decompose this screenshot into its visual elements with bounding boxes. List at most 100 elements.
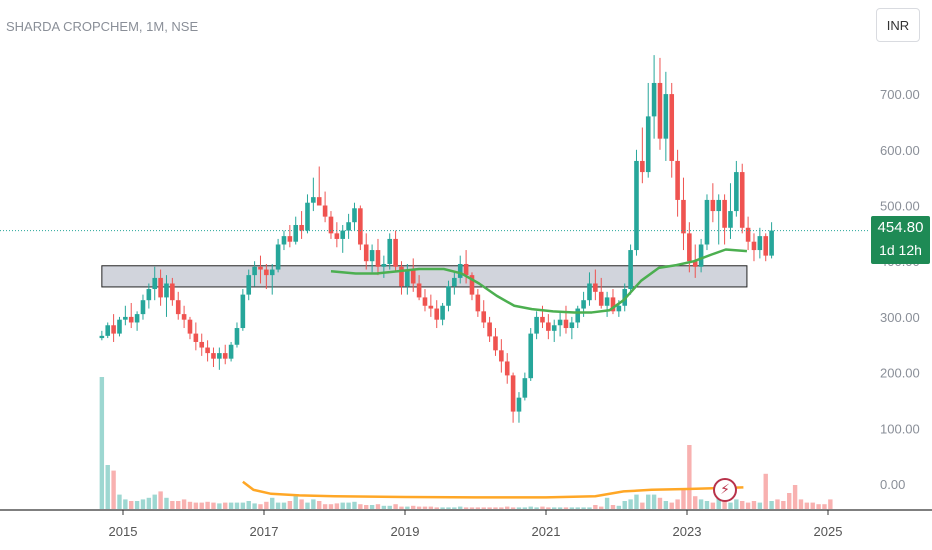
volume-bar [769, 501, 774, 509]
volume-bar [328, 504, 334, 509]
candle [645, 116, 651, 173]
y-tick-label: 200.00 [880, 366, 920, 381]
volume-bar [211, 502, 216, 509]
candle [146, 289, 152, 301]
volume-bar [763, 473, 768, 509]
x-tick-label: 2017 [250, 524, 279, 539]
last-price: 454.80 [877, 219, 924, 236]
candle [557, 319, 563, 326]
volume-bar [387, 505, 392, 509]
lightning-icon[interactable]: ⚡ [713, 478, 737, 502]
candle [193, 333, 199, 342]
candle [275, 244, 281, 270]
candle [405, 269, 410, 287]
volume-bar [687, 445, 692, 509]
volume-bar [693, 496, 698, 509]
volume-bar [140, 499, 146, 509]
volume-bar [681, 489, 686, 509]
candle [734, 172, 739, 212]
volume-bar [792, 485, 798, 509]
volume-bar [199, 502, 204, 509]
volume-bar [181, 499, 187, 509]
candle [322, 205, 328, 217]
y-tick-label: 100.00 [880, 421, 920, 436]
volume-ma-line [242, 480, 744, 499]
x-tick-label: 2019 [391, 524, 420, 539]
volume-bar [422, 506, 428, 509]
bar-countdown: 1d 12h [879, 242, 922, 258]
candle [269, 269, 275, 276]
y-tick-label: 700.00 [880, 87, 920, 102]
volume-bar [264, 501, 269, 509]
candle [299, 224, 304, 231]
candle [293, 224, 299, 242]
volume-bar [134, 501, 140, 509]
candle [687, 233, 692, 262]
volume-bar [487, 507, 492, 509]
candle [452, 277, 457, 287]
volume-bar [493, 507, 498, 509]
candle [616, 305, 622, 312]
candle [657, 82, 663, 139]
candle [428, 305, 434, 309]
candle [698, 244, 704, 267]
volume-bar [458, 506, 463, 509]
candle [369, 250, 375, 262]
candle [675, 160, 680, 200]
candle [134, 314, 140, 323]
candle [663, 94, 669, 139]
candle [504, 361, 510, 376]
candle [769, 230, 774, 256]
volume-bar [751, 501, 757, 509]
volume-bar [640, 502, 645, 509]
volume-bar [475, 507, 481, 509]
candle [99, 335, 105, 339]
volume-bar [481, 507, 486, 509]
volume-bar [322, 504, 328, 509]
candle [175, 300, 181, 315]
candle [117, 319, 122, 334]
candle [199, 341, 205, 348]
volume-bar [146, 497, 152, 509]
volume-bar [698, 499, 704, 509]
candle [217, 353, 222, 359]
candle [739, 172, 745, 228]
volume-bar [575, 507, 580, 509]
volume-bar [176, 501, 181, 509]
volume-bar [446, 507, 451, 509]
volume-bar [546, 507, 551, 509]
volume-bar [716, 497, 721, 509]
volume-bar [581, 507, 586, 509]
candle [181, 314, 187, 320]
candle [340, 230, 346, 239]
last-price-badge: 454.80 1d 12h [871, 216, 930, 264]
candle [546, 322, 551, 331]
volume-bar [405, 506, 410, 509]
candle [105, 325, 111, 336]
volume-bar [657, 497, 663, 509]
volume-bar [170, 501, 175, 509]
candle [651, 82, 657, 117]
candle [446, 286, 451, 306]
x-tick-label: 2021 [532, 524, 561, 539]
candle [469, 275, 475, 295]
candle [434, 308, 440, 320]
volume-bar [616, 505, 622, 509]
volume-bar [393, 504, 398, 509]
volume-bar [205, 501, 210, 509]
candle [205, 347, 210, 354]
volume-bar [117, 494, 122, 509]
volume-bar [710, 502, 716, 509]
candle [598, 291, 604, 306]
volume-bar [299, 499, 304, 509]
volume-bar [516, 507, 522, 509]
candle [381, 263, 387, 267]
candle [587, 283, 592, 301]
candle [346, 222, 351, 231]
candle [393, 238, 398, 267]
volume-bar [228, 502, 234, 509]
candle [463, 263, 469, 276]
candle [563, 319, 569, 329]
currency-button[interactable]: INR [876, 8, 920, 42]
